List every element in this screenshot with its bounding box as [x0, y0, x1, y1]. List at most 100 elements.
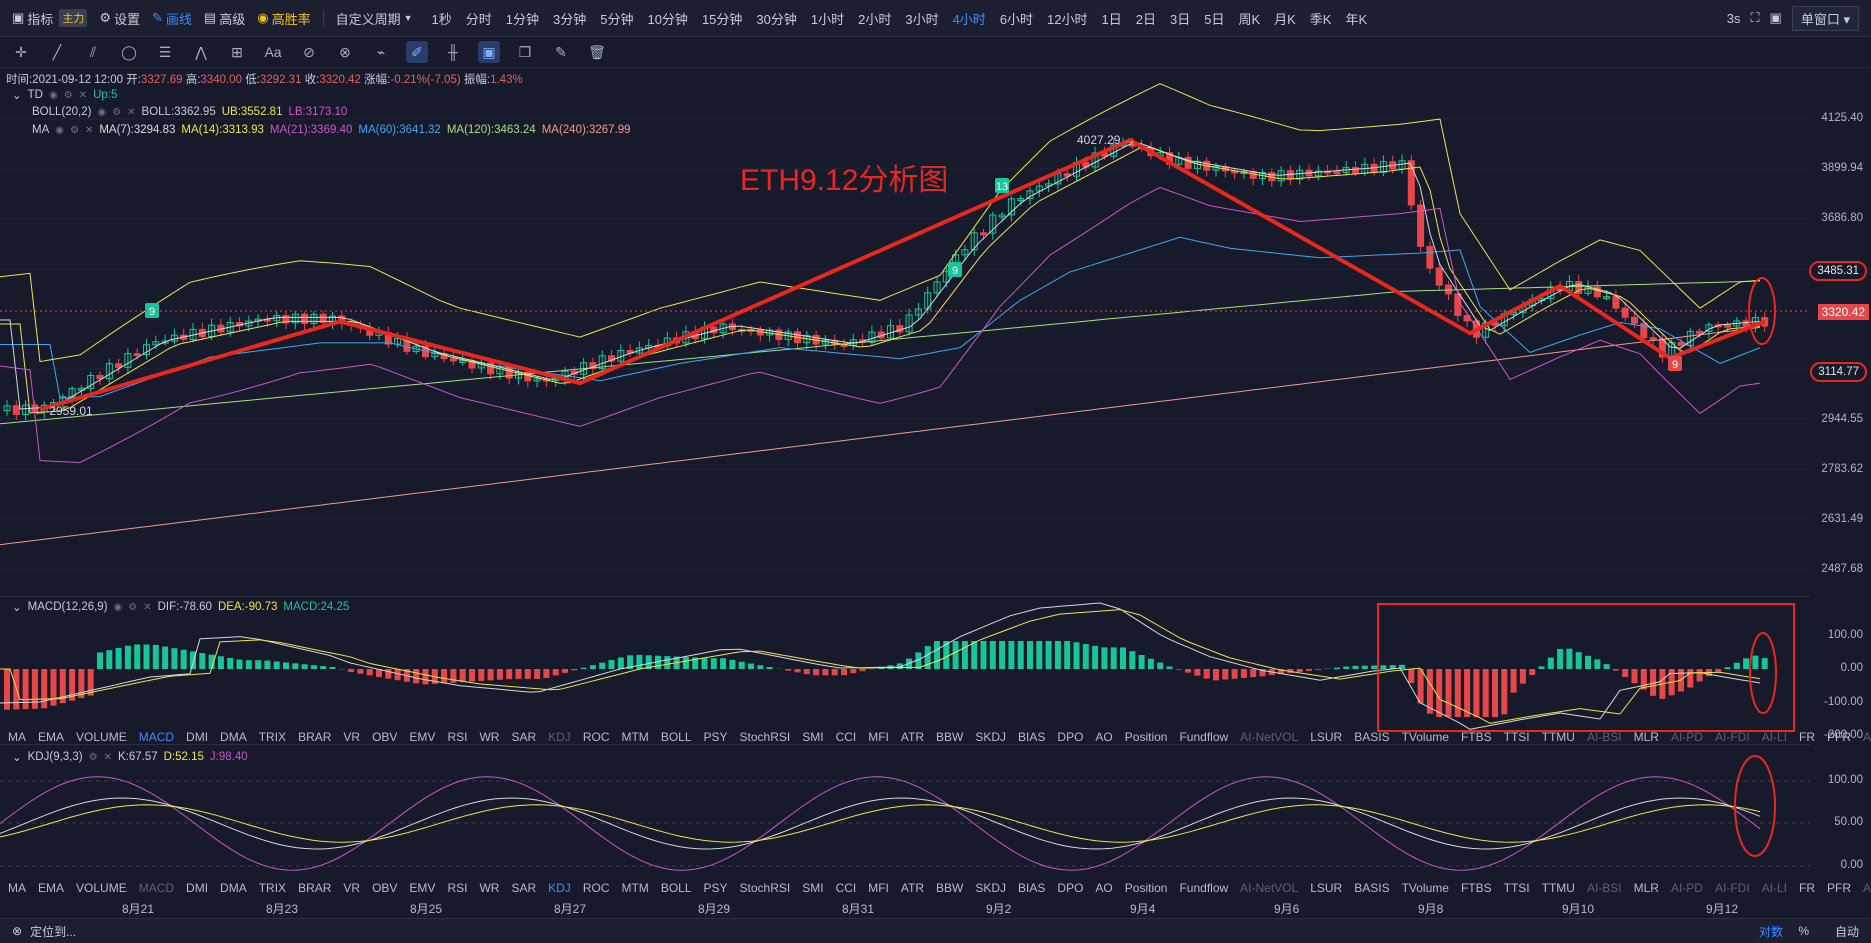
indicator-tab-20[interactable]: SMI — [802, 881, 823, 895]
indicator-tab-37[interactable]: TTMU — [1542, 881, 1575, 895]
fullscreen-icon[interactable]: ⛶ — [1750, 10, 1759, 26]
indicator-tab-13[interactable]: SAR — [511, 730, 536, 744]
trendline-icon[interactable]: ╱ — [46, 41, 68, 63]
collapse-icon[interactable]: ⌄ — [12, 600, 22, 614]
indicator-tab-24[interactable]: BBW — [936, 730, 963, 744]
indicator-tab-23[interactable]: ATR — [901, 881, 924, 895]
close-icon[interactable]: ✕ — [104, 752, 112, 763]
period-8[interactable]: 1小时 — [804, 9, 851, 28]
indicator-tab-17[interactable]: BOLL — [661, 881, 692, 895]
indicator-tab-26[interactable]: BIAS — [1018, 730, 1045, 744]
indicator-tab-30[interactable]: Fundflow — [1179, 881, 1228, 895]
indicator-tab-23[interactable]: ATR — [901, 730, 924, 744]
settings-small-icon[interactable]: ⚙ — [89, 752, 98, 763]
indicator-tab-14[interactable]: KDJ — [548, 730, 571, 744]
period-21[interactable]: 年K — [1338, 9, 1374, 28]
indicator-tab-34[interactable]: TVolume — [1402, 881, 1449, 895]
indicator-tab-39[interactable]: MLR — [1634, 730, 1659, 744]
indicator-tab-1[interactable]: EMA — [38, 730, 64, 744]
indicator-tab-19[interactable]: StochRSI — [740, 881, 791, 895]
indicator-tab-16[interactable]: MTM — [621, 730, 648, 744]
period-5[interactable]: 10分钟 — [640, 9, 694, 28]
period-1[interactable]: 分时 — [459, 9, 499, 28]
indicator-tab-16[interactable]: MTM — [621, 881, 648, 895]
period-0[interactable]: 1秒 — [425, 9, 459, 28]
indicator-tab-12[interactable]: WR — [479, 881, 499, 895]
magnet-icon[interactable]: ⊘ — [298, 41, 320, 63]
indicator-tab-31[interactable]: AI-NetVOL — [1240, 730, 1298, 744]
indicator-tab-6[interactable]: TRIX — [259, 730, 286, 744]
indicator-tab-25[interactable]: SKDJ — [975, 881, 1006, 895]
indicator-tab-11[interactable]: RSI — [447, 881, 467, 895]
parallel-line-icon[interactable]: ⫽ — [82, 41, 104, 63]
advanced-button[interactable]: ▤高级 — [198, 9, 251, 28]
indicator-tab-22[interactable]: MFI — [868, 881, 889, 895]
log-scale-toggle[interactable]: 对数 — [1759, 923, 1783, 940]
copy-icon[interactable]: ❐ — [514, 41, 536, 63]
period-18[interactable]: 周K — [1231, 9, 1267, 28]
indicator-tab-1[interactable]: EMA — [38, 881, 64, 895]
locate-icon[interactable]: ⊗ — [12, 924, 22, 938]
screenshot-icon[interactable]: ▣ — [1770, 10, 1782, 26]
indicator-tab-27[interactable]: DPO — [1057, 881, 1083, 895]
period-4[interactable]: 5分钟 — [593, 9, 640, 28]
indicator-tab-18[interactable]: PSY — [704, 730, 728, 744]
indicator-tab-7[interactable]: BRAR — [298, 881, 331, 895]
indicator-tab-15[interactable]: ROC — [583, 730, 610, 744]
indicator-tab-28[interactable]: AO — [1095, 881, 1112, 895]
wave-icon[interactable]: ⋀ — [190, 41, 212, 63]
indicator-tab-3[interactable]: MACD — [139, 730, 174, 744]
indicator-tab-8[interactable]: VR — [343, 730, 360, 744]
indicator-tab-5[interactable]: DMA — [220, 881, 247, 895]
draw-button[interactable]: ✎画线 — [146, 9, 198, 28]
eye-icon[interactable]: ◉ — [114, 602, 123, 613]
period-2[interactable]: 1分钟 — [499, 9, 546, 28]
indicator-tab-33[interactable]: BASIS — [1354, 730, 1389, 744]
indicator-button[interactable]: ▣指标主力 — [6, 9, 93, 28]
period-16[interactable]: 3日 — [1163, 9, 1197, 28]
period-12[interactable]: 6小时 — [993, 9, 1040, 28]
indicator-tab-32[interactable]: LSUR — [1310, 730, 1342, 744]
period-10[interactable]: 3小时 — [898, 9, 945, 28]
indicator-tab-22[interactable]: MFI — [868, 730, 889, 744]
indicator-tab-35[interactable]: FTBS — [1461, 881, 1492, 895]
period-7[interactable]: 30分钟 — [749, 9, 803, 28]
indicator-tab-14[interactable]: KDJ — [548, 881, 571, 895]
indicator-tab-41[interactable]: AI-FDI — [1715, 730, 1750, 744]
indicator-tab-0[interactable]: MA — [8, 881, 26, 895]
period-19[interactable]: 月K — [1267, 9, 1303, 28]
indicator-tab-32[interactable]: LSUR — [1310, 881, 1342, 895]
refresh-interval[interactable]: 3s — [1727, 11, 1741, 26]
ruler-icon[interactable]: ⌁ — [370, 41, 392, 63]
indicator-tab-18[interactable]: PSY — [704, 881, 728, 895]
indicator-tab-38[interactable]: AI-BSI — [1587, 881, 1622, 895]
indicator-tab-37[interactable]: TTMU — [1542, 730, 1575, 744]
candle-style-icon[interactable]: ╫ — [442, 41, 464, 63]
indicator-tab-4[interactable]: DMI — [186, 730, 208, 744]
indicator-tab-25[interactable]: SKDJ — [975, 730, 1006, 744]
indicator-tab-10[interactable]: EMV — [409, 881, 435, 895]
indicator-tab-42[interactable]: AI-LI — [1762, 881, 1787, 895]
edit-icon[interactable]: ✎ — [550, 41, 572, 63]
indicator-tab-3[interactable]: MACD — [139, 881, 174, 895]
ellipse-icon[interactable]: ◯ — [118, 41, 140, 63]
crosshair-icon[interactable]: ✛ — [10, 41, 32, 63]
indicator-tab-17[interactable]: BOLL — [661, 730, 692, 744]
indicator-tab-9[interactable]: OBV — [372, 881, 397, 895]
winrate-button[interactable]: ◉高胜率 — [251, 9, 316, 28]
indicator-tab-13[interactable]: SAR — [511, 881, 536, 895]
indicator-tab-7[interactable]: BRAR — [298, 730, 331, 744]
indicator-tab-8[interactable]: VR — [343, 881, 360, 895]
indicator-tab-21[interactable]: CCI — [836, 730, 857, 744]
period-9[interactable]: 2小时 — [851, 9, 898, 28]
indicator-tab-2[interactable]: VOLUME — [76, 881, 127, 895]
trash-icon[interactable]: 🗑 — [586, 41, 608, 63]
indicator-tab-36[interactable]: TTSI — [1504, 730, 1530, 744]
indicator-tab-10[interactable]: EMV — [409, 730, 435, 744]
period-13[interactable]: 12小时 — [1040, 9, 1094, 28]
indicator-tab-2[interactable]: VOLUME — [76, 730, 127, 744]
indicator-tab-31[interactable]: AI-NetVOL — [1240, 881, 1298, 895]
